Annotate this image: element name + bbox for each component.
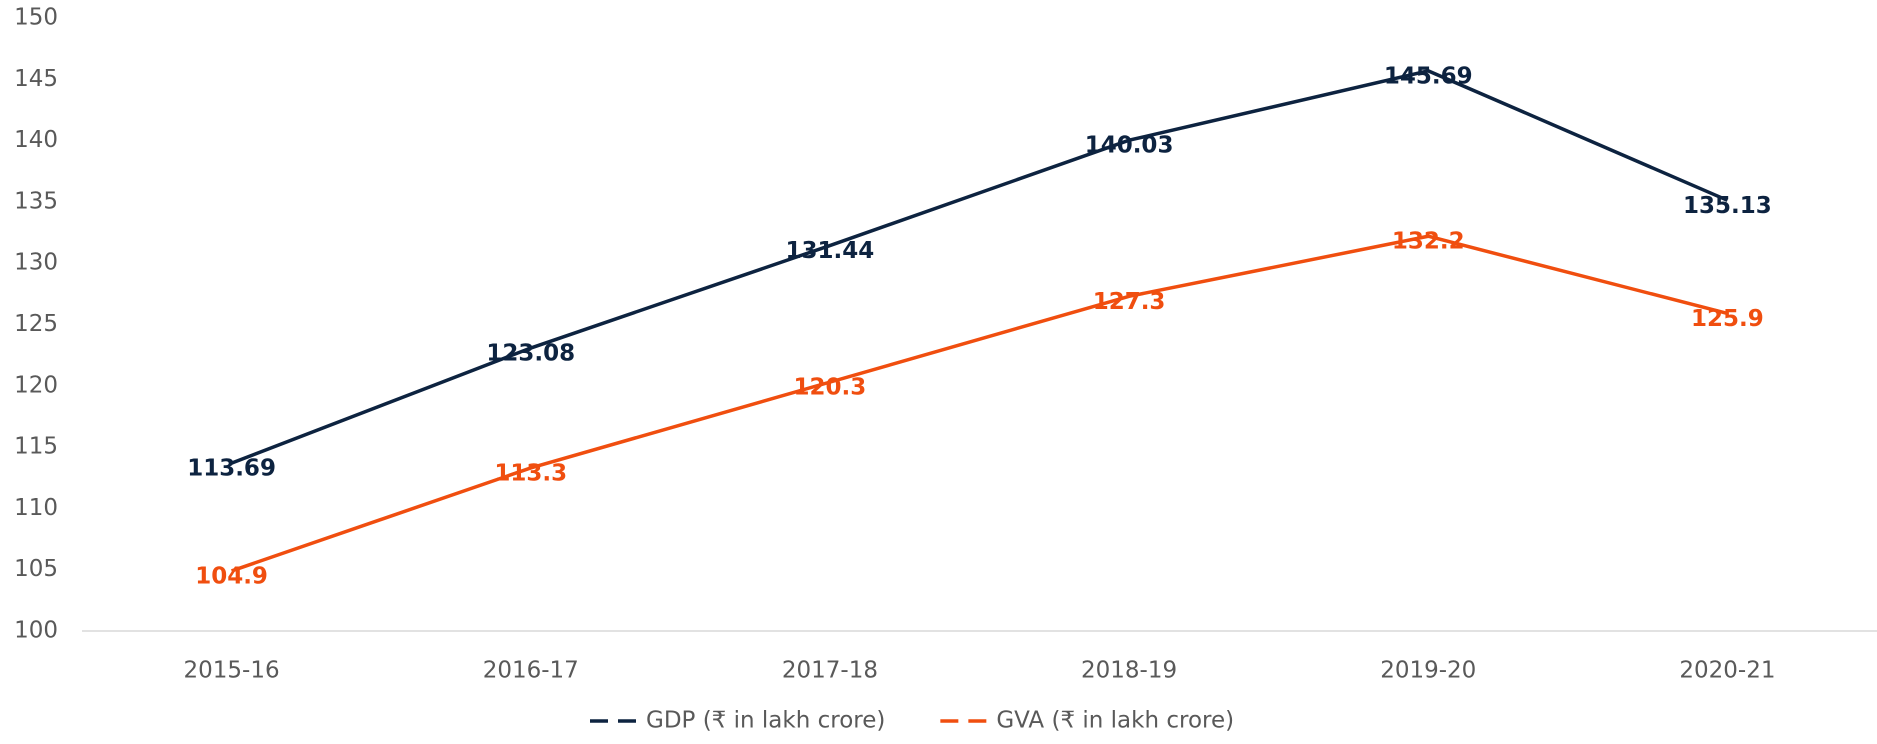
data-label: 125.9	[1691, 306, 1764, 332]
data-label: 127.3	[1093, 289, 1166, 315]
y-tick-label: 105	[14, 556, 58, 582]
y-tick-label: 145	[14, 66, 58, 92]
x-tick-label: 2015-16	[184, 658, 280, 684]
y-tick-label: 100	[14, 618, 58, 644]
data-label: 123.08	[486, 341, 575, 367]
x-tick-label: 2016-17	[483, 658, 579, 684]
x-tick-label: 2020-21	[1679, 658, 1775, 684]
x-tick-label: 2018-19	[1081, 658, 1177, 684]
y-tick-label: 110	[14, 495, 58, 521]
data-label: 113.3	[494, 460, 567, 486]
data-label: 145.69	[1384, 63, 1473, 89]
series-line	[230, 69, 1729, 465]
legend-label: GVA (₹ in lakh crore)	[996, 708, 1234, 734]
y-tick-label: 120	[14, 372, 58, 398]
y-tick-label: 140	[14, 127, 58, 153]
data-label: 135.13	[1683, 193, 1772, 219]
data-label: 120.3	[794, 375, 867, 401]
data-label: 132.2	[1392, 229, 1465, 255]
y-tick-label: 150	[14, 5, 58, 31]
y-tick-label: 115	[14, 434, 58, 460]
x-tick-label: 2019-20	[1380, 658, 1476, 684]
data-label: 113.69	[187, 456, 276, 482]
data-label: 140.03	[1085, 133, 1174, 159]
y-tick-label: 130	[14, 250, 58, 276]
series-line	[231, 234, 1728, 573]
x-tick-label: 2017-18	[782, 658, 878, 684]
data-label: 131.44	[786, 238, 875, 264]
y-tick-label: 125	[14, 311, 58, 337]
legend-label: GDP (₹ in lakh crore)	[646, 708, 885, 734]
y-tick-label: 135	[14, 188, 58, 214]
data-label: 104.9	[195, 563, 268, 589]
